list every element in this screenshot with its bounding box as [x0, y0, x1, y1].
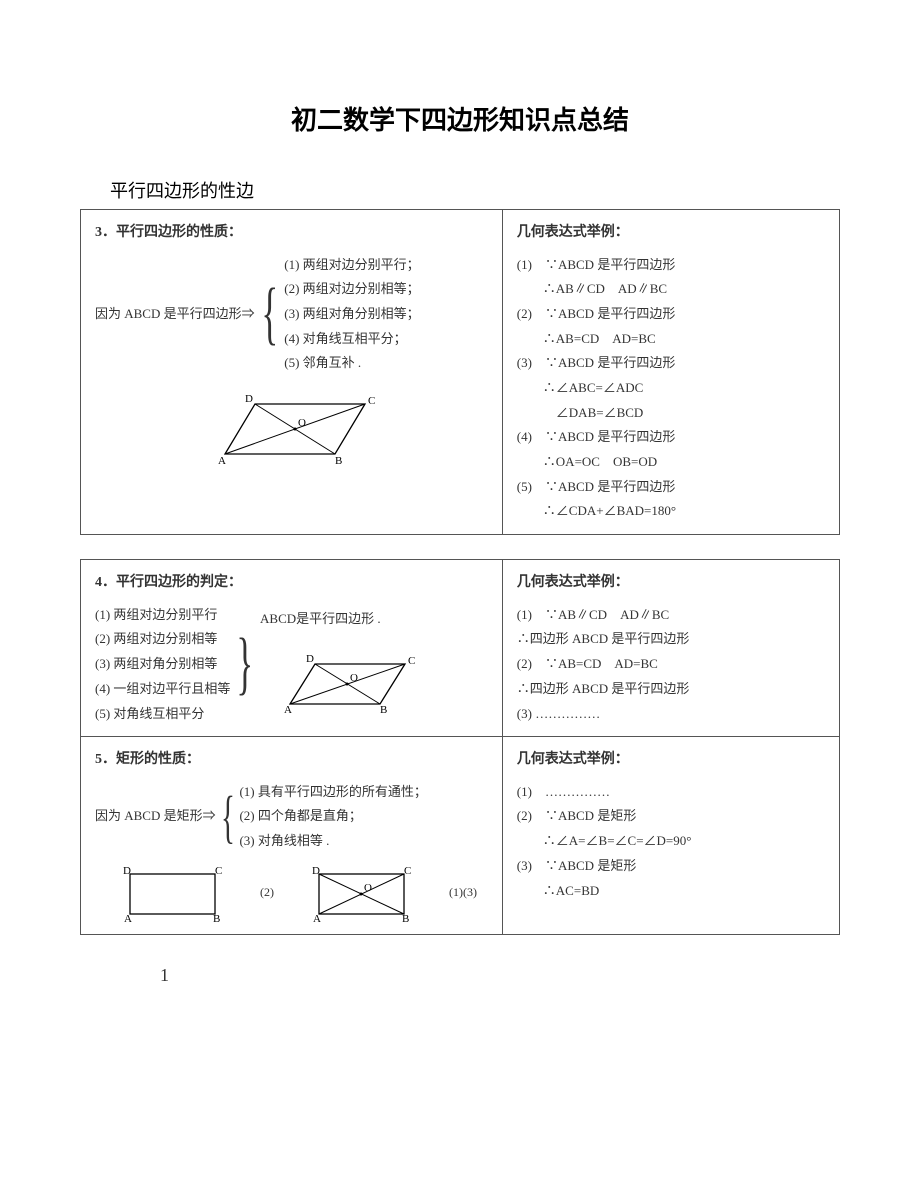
svg-text:C: C	[368, 395, 375, 407]
ex-line: ∴四边形 ABCD 是平行四边形	[517, 677, 825, 702]
rect-label-1: (2)	[260, 881, 274, 904]
ex-line: (2) ∵ABCD 是平行四边形	[517, 302, 825, 327]
box-5-heading: 5．矩形的性质：	[95, 747, 488, 774]
prop-item: (2) 两组对边分别相等；	[284, 277, 419, 302]
svg-text:D: D	[312, 865, 320, 877]
rect-diagram-1: A B C D	[115, 862, 230, 924]
svg-text:A: A	[124, 913, 132, 924]
ex-line: (2) ∵ABCD 是矩形	[517, 804, 825, 829]
prop-item: (3) 两组对角分别相等；	[284, 302, 419, 327]
svg-text:O: O	[350, 672, 358, 684]
svg-text:O: O	[364, 882, 372, 894]
ex-line: ∴AB∥CD AD∥BC	[517, 277, 825, 302]
ex-line: (1) ∵AB∥CD AD∥BC	[517, 603, 825, 628]
svg-text:C: C	[404, 865, 411, 877]
prop-item: (1) 具有平行四边形的所有通性；	[239, 780, 426, 805]
box-3-lead: 因为 ABCD 是平行四边形⇒	[95, 302, 255, 327]
ex-line: (2) ∵AB=CD AD=BC	[517, 652, 825, 677]
ex-line: ∴∠ABC=∠ADC	[517, 376, 825, 401]
box-3-heading: 3．平行四边形的性质：	[95, 220, 488, 247]
svg-text:A: A	[313, 913, 321, 924]
ex-line: ∴∠A=∠B=∠C=∠D=90°	[517, 829, 825, 854]
box-4-body: (1) 两组对边分别平行 (2) 两组对边分别相等 (3) 两组对角分别相等 (…	[95, 603, 488, 726]
svg-text:O: O	[298, 417, 306, 429]
main-title: 初二数学下四边形知识点总结	[80, 100, 840, 137]
box-4-conclude: ABCD是平行四边形 .	[260, 607, 430, 632]
parallelogram-diagram: A B C D O	[185, 384, 488, 474]
rect-label-2: (1)(3)	[449, 881, 477, 904]
page-number: 1	[160, 965, 840, 986]
svg-text:B: B	[335, 455, 342, 467]
prop-item: (3) 两组对角分别相等	[95, 652, 230, 677]
box-4-heading: 4．平行四边形的判定：	[95, 570, 488, 597]
box-3-left: 3．平行四边形的性质： 因为 ABCD 是平行四边形⇒ { (1) 两组对边分别…	[81, 210, 503, 535]
box-5-left: 5．矩形的性质： 因为 ABCD 是矩形⇒ { (1) 具有平行四边形的所有通性…	[81, 737, 503, 935]
rect-diagrams: A B C D (2) A	[115, 862, 488, 924]
svg-text:B: B	[402, 913, 409, 924]
ex-line: ∴AB=CD AD=BC	[517, 327, 825, 352]
ex-line: ∠DAB=∠BCD	[517, 401, 825, 426]
ex-line: ∴∠CDA+∠BAD=180°	[517, 499, 825, 524]
ex-line: (3) ∵ABCD 是矩形	[517, 854, 825, 879]
ex-line: (4) ∵ABCD 是平行四边形	[517, 425, 825, 450]
prop-item: (1) 两组对边分别平行；	[284, 253, 419, 278]
brace-icon: {	[261, 286, 278, 342]
box-4-left: 4．平行四边形的判定： (1) 两组对边分别平行 (2) 两组对边分别相等 (3…	[81, 560, 503, 737]
box-3-right: 几何表达式举例： (1) ∵ABCD 是平行四边形 ∴AB∥CD AD∥BC (…	[502, 210, 839, 535]
ex-line: (5) ∵ABCD 是平行四边形	[517, 475, 825, 500]
prop-item: (4) 一组对边平行且相等	[95, 677, 230, 702]
svg-text:B: B	[380, 704, 387, 716]
ex-line: (1) ∵ABCD 是平行四边形	[517, 253, 825, 278]
prop-item: (5) 对角线互相平分	[95, 702, 230, 727]
prop-item: (2) 四个角都是直角；	[239, 804, 426, 829]
ex-line: (1) ……………	[517, 780, 825, 805]
box-5-body: 因为 ABCD 是矩形⇒ { (1) 具有平行四边形的所有通性； (2) 四个角…	[95, 780, 488, 854]
box-5-props: (1) 具有平行四边形的所有通性； (2) 四个角都是直角； (3) 对角线相等…	[239, 780, 426, 854]
box-3: 3．平行四边形的性质： 因为 ABCD 是平行四边形⇒ { (1) 两组对边分别…	[80, 209, 840, 535]
prop-item: (4) 对角线互相平分；	[284, 327, 419, 352]
prop-item: (1) 两组对边分别平行	[95, 603, 230, 628]
svg-text:D: D	[306, 653, 314, 665]
box-3-props: (1) 两组对边分别平行； (2) 两组对边分别相等； (3) 两组对角分别相等…	[284, 253, 419, 376]
ex-line: (3) ……………	[517, 702, 825, 727]
svg-text:B: B	[213, 913, 220, 924]
svg-text:A: A	[284, 704, 292, 716]
box-4-5: 4．平行四边形的判定： (1) 两组对边分别平行 (2) 两组对边分别相等 (3…	[80, 559, 840, 935]
section-subtitle: 平行四边形的性边	[110, 177, 840, 203]
parallelogram-diagram: A B C D O	[260, 649, 430, 719]
rect-diagram-2: A B C D O	[304, 862, 419, 924]
prop-item: (5) 邻角互补 .	[284, 351, 419, 376]
box-5-right: 几何表达式举例： (1) …………… (2) ∵ABCD 是矩形 ∴∠A=∠B=…	[502, 737, 839, 935]
prop-item: (2) 两组对边分别相等	[95, 627, 230, 652]
svg-text:C: C	[408, 655, 415, 667]
svg-text:D: D	[123, 865, 131, 877]
box-5-lead: 因为 ABCD 是矩形⇒	[95, 804, 216, 829]
svg-text:D: D	[245, 393, 253, 405]
ex-line: ∴四边形 ABCD 是平行四边形	[517, 627, 825, 652]
box-3-body: 因为 ABCD 是平行四边形⇒ { (1) 两组对边分别平行； (2) 两组对边…	[95, 253, 488, 376]
box-4-right: 几何表达式举例： (1) ∵AB∥CD AD∥BC ∴四边形 ABCD 是平行四…	[502, 560, 839, 737]
box-5-right-heading: 几何表达式举例：	[517, 747, 825, 774]
box-4-props: (1) 两组对边分别平行 (2) 两组对边分别相等 (3) 两组对角分别相等 (…	[95, 603, 230, 726]
ex-line: ∴OA=OC OB=OD	[517, 450, 825, 475]
svg-text:A: A	[218, 455, 226, 467]
ex-line: (3) ∵ABCD 是平行四边形	[517, 351, 825, 376]
box-3-right-heading: 几何表达式举例：	[517, 220, 825, 247]
brace-icon: {	[221, 794, 235, 840]
brace-icon: }	[237, 636, 254, 692]
prop-item: (3) 对角线相等 .	[239, 829, 426, 854]
svg-text:C: C	[215, 865, 222, 877]
ex-line: ∴AC=BD	[517, 879, 825, 904]
box-4-right-heading: 几何表达式举例：	[517, 570, 825, 597]
page: 初二数学下四边形知识点总结 平行四边形的性边 3．平行四边形的性质： 因为 AB…	[0, 0, 920, 1026]
